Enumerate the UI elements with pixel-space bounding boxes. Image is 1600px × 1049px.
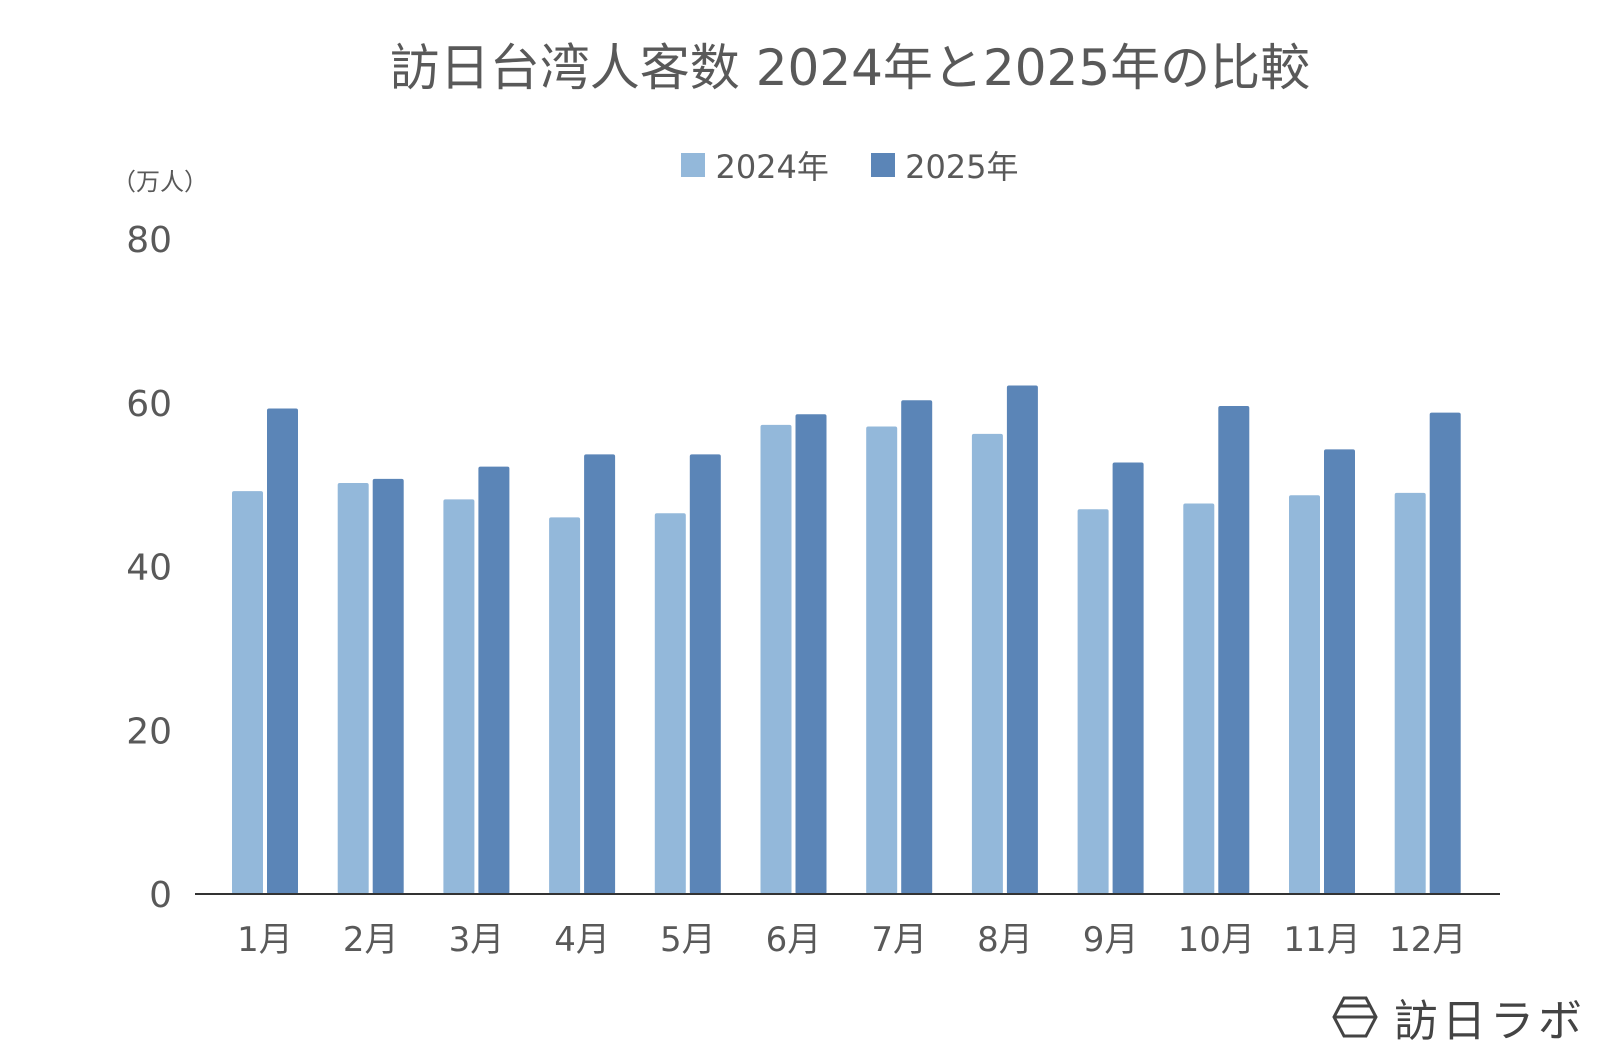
bar-2024年-1月 xyxy=(232,491,263,894)
bar-2024年-9月 xyxy=(1077,509,1109,894)
bar-2025年-2月 xyxy=(372,478,404,894)
y-tick-label: 0 xyxy=(149,875,172,916)
y-axis-unit: （万人） xyxy=(112,168,208,196)
x-tick-label: 8月 xyxy=(977,920,1033,960)
bar-2024年-10月 xyxy=(1183,503,1215,894)
bar-2025年-1月 xyxy=(267,408,298,894)
x-tick-label: 2月 xyxy=(343,920,399,960)
bar-2025年-8月 xyxy=(1006,385,1038,894)
y-tick-label: 20 xyxy=(126,711,172,752)
bar-2024年-11月 xyxy=(1289,495,1320,894)
x-tick-label: 3月 xyxy=(449,920,505,960)
bar-2025年-11月 xyxy=(1324,449,1355,894)
bar-2024年-7月 xyxy=(866,426,898,894)
legend-label: 2024年 xyxy=(715,148,829,186)
x-tick-label: 5月 xyxy=(660,920,716,960)
legend-label: 2025年 xyxy=(905,148,1019,186)
x-tick-label: 6月 xyxy=(766,920,822,960)
x-tick-label: 4月 xyxy=(554,920,610,960)
logo-icon xyxy=(1332,996,1378,1038)
bar-2025年-3月 xyxy=(478,466,510,894)
x-tick-label: 10月 xyxy=(1178,920,1255,960)
y-tick-label: 60 xyxy=(126,384,172,425)
bar-2025年-5月 xyxy=(689,454,721,894)
bar-2024年-8月 xyxy=(971,433,1003,894)
bar-2024年-5月 xyxy=(654,513,686,894)
bar-2024年-3月 xyxy=(443,499,475,894)
x-tick-label: 7月 xyxy=(871,920,927,960)
bar-2025年-10月 xyxy=(1218,406,1250,894)
bar-2025年-6月 xyxy=(795,414,827,894)
legend-item-2024: 2024年 xyxy=(681,142,829,188)
x-tick-label: 12月 xyxy=(1389,920,1466,960)
y-tick-label: 80 xyxy=(126,220,172,261)
legend-swatch xyxy=(681,153,706,177)
x-tick-label: 1月 xyxy=(237,920,293,960)
chart-title: 訪日台湾人客数 2024年と2025年の比較 xyxy=(389,39,1311,97)
bar-2025年-7月 xyxy=(901,400,933,894)
bar-2024年-12月 xyxy=(1394,492,1426,894)
x-tick-label: 11月 xyxy=(1283,920,1360,960)
bar-2024年-6月 xyxy=(760,424,792,894)
logo-text: 訪日ラボ xyxy=(1394,996,1586,1047)
legend-item-2025: 2025年 xyxy=(871,142,1019,188)
legend: 2024年 2025年 xyxy=(0,142,1600,188)
logo: 訪日ラボ xyxy=(1330,985,1586,1049)
bar-2024年-4月 xyxy=(549,517,581,894)
legend-swatch xyxy=(871,153,896,177)
bar-2025年-4月 xyxy=(584,454,616,894)
bar-2024年-2月 xyxy=(337,482,369,894)
bar-2025年-12月 xyxy=(1429,412,1461,894)
x-tick-label: 9月 xyxy=(1083,920,1139,960)
bar-2025年-9月 xyxy=(1112,462,1144,894)
y-tick-label: 40 xyxy=(126,548,172,589)
